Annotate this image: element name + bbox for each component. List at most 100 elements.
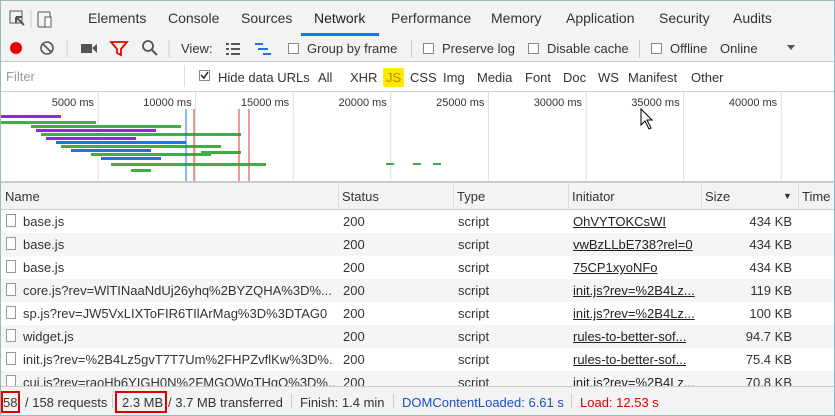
tab[interactable]: Sources [241,10,293,26]
tab-icons [9,10,52,28]
preserve-log-checkbox[interactable] [423,43,434,54]
column-header[interactable]: Name [5,189,40,204]
preserve-log-label[interactable]: Preserve log [442,41,515,56]
cell[interactable]: rules-to-better-sof... [573,329,687,344]
overview-tick-label: 25000 ms [436,97,485,109]
table-row[interactable]: base.js 200 script vwBzLLbE738?rel=0 434 KB [1,233,834,256]
type-filter[interactable]: CSS [410,70,437,85]
cell: script [458,260,490,275]
disable-cache-label[interactable]: Disable cache [547,41,629,56]
hide-data-urls-checkbox[interactable] [199,70,210,81]
mouse-cursor [640,107,654,130]
cell: 75.4 KB [745,352,792,367]
cell[interactable]: init.js?rev=%2B4Lz... [573,283,695,298]
file-icon [6,283,16,296]
status-bar: 58 / 158 requests 2.3 MB / 3.7 MB transf… [1,386,834,415]
filter-input[interactable]: Filter [1,65,185,87]
active-tab-underline [301,33,379,36]
type-filter[interactable]: WS [598,70,619,85]
finish-time: Finish: 1.4 min [300,395,385,410]
cell[interactable]: 75CP1xyoNFo [573,260,658,275]
offline-label[interactable]: Offline [670,41,708,56]
overview-tick-label: 15000 ms [241,97,290,109]
cell: script [458,329,490,344]
highlight-box [115,391,167,413]
table-row[interactable]: init.js?rev=%2B4Lz5gvT7T7Um%2FHPZvflKw%3… [1,348,834,371]
table-row[interactable]: widget.js 200 script rules-to-better-sof...… [1,325,834,348]
tab[interactable]: Security [659,10,710,26]
cell[interactable]: rules-to-better-sof... [573,352,687,367]
separator [291,394,292,408]
cell: sp.js?rev=JW5VxLIXToFIR6TIlArMag%3D%3DTA… [23,306,328,321]
file-icon [6,329,16,342]
filter-bar: Filter Hide data URLs [1,62,834,92]
offline-checkbox[interactable] [651,43,662,54]
overview-tick-label: 10000 ms [143,97,192,109]
cell: 434 KB [749,214,792,229]
cell: 200 [343,283,365,298]
cell: base.js [23,237,65,252]
disable-cache-checkbox[interactable] [528,43,539,54]
overview-tick-label: 30000 ms [534,97,583,109]
requests-total: / 158 requests [25,395,108,410]
column-header[interactable]: Time [802,189,831,204]
table-row[interactable]: sp.js?rev=JW5VxLIXToFIR6TIlArMag%3D%3DTA… [1,302,834,325]
column-header[interactable]: Initiator [572,189,615,204]
file-icon [6,260,16,273]
overview-tick-label: 35000 ms [631,97,680,109]
type-filter[interactable]: All [318,70,333,85]
type-filter[interactable]: JS [383,68,405,87]
highlight-box [1,391,20,413]
cell: script [458,283,490,298]
column-header[interactable]: Type [457,189,486,204]
throttling-select[interactable]: Online [720,41,758,56]
tab[interactable]: Application [566,10,635,26]
overview-graph: 5000 ms 10000 ms 15000 ms 20000 ms 25000 ms 3… [1,91,782,181]
tab[interactable]: Console [168,10,220,26]
load-time: Load: 12.53 s [580,395,659,410]
group-by-frame-checkbox[interactable] [288,43,299,54]
cell[interactable]: OhVYTOKCsWI [573,214,666,229]
cell: 434 KB [749,260,792,275]
cell: core.js?rev=WlTINaaNdUj26yhq%2BYZQHA%3D%… [23,283,332,298]
column-header[interactable]: Size [705,189,731,204]
overview-tick-label: 20000 ms [338,97,387,109]
cell: 434 KB [749,237,792,252]
transferred-shown: 2.3 MB [122,395,164,410]
cell: 200 [343,237,365,252]
cell[interactable]: init.js?rev=%2B4Lz... [573,375,695,386]
tab[interactable]: Performance [391,10,472,26]
tab[interactable]: Memory [491,10,542,26]
filter-placeholder: Filter [6,69,35,84]
cell: 200 [343,329,365,344]
view-label: View: [181,41,213,56]
type-filter[interactable]: Manifest [628,70,678,85]
type-filter[interactable]: Media [477,70,513,85]
overview-tick-label: 5000 ms [52,97,95,109]
cell: base.js [23,260,65,275]
tab[interactable]: Network [314,10,366,26]
type-filter[interactable]: Other [691,70,724,85]
cell: widget.js [23,329,74,344]
table-row[interactable]: base.js 200 script OhVYTOKCsWI 434 KB [1,210,834,233]
type-filter[interactable]: Doc [563,70,587,85]
cell: 100 KB [749,306,792,321]
cell[interactable]: init.js?rev=%2B4Lz... [573,306,695,321]
tab[interactable]: Audits [733,10,772,26]
type-filter[interactable]: Img [443,70,465,85]
request-table: Name Status Type Initiator Size Time ▼ base.js 2… [1,182,834,386]
file-icon [6,375,16,386]
dropdown-arrow [787,45,795,50]
type-filter[interactable]: XHR [350,70,378,85]
type-filter[interactable]: Font [525,70,552,85]
table-header: Name Status Type Initiator Size Time ▼ [1,182,834,210]
hide-data-urls-label[interactable]: Hide data URLs [218,70,310,85]
cell[interactable]: vwBzLLbE738?rel=0 [573,237,693,252]
table-row[interactable]: cui.js?rev=raoHb6YIGH0N%2FMGOWoTHqQ%3D%.… [1,371,834,386]
column-header[interactable]: Status [342,189,379,204]
table-row[interactable]: base.js 200 script 75CP1xyoNFo 434 KB [1,256,834,279]
tab[interactable]: Elements [88,10,147,26]
overview-tick-label: 40000 ms [729,97,778,109]
table-row[interactable]: core.js?rev=WlTINaaNdUj26yhq%2BYZQHA%3D%… [1,279,834,302]
group-by-frame-label[interactable]: Group by frame [307,41,398,56]
